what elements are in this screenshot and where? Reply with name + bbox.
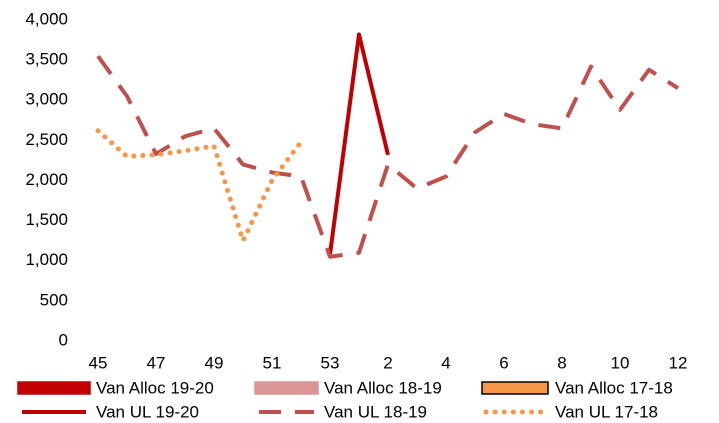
line-series [328, 32, 390, 255]
line-series [96, 54, 680, 259]
x-tick-label: 45 [89, 353, 108, 372]
y-tick-label: 3,500 [25, 50, 68, 69]
x-tick-label: 6 [499, 353, 508, 372]
y-tick-label: 1,000 [25, 250, 68, 269]
x-tick-label: 8 [557, 353, 566, 372]
y-tick-label: 0 [59, 330, 68, 349]
y-tick-label: 3,000 [25, 90, 68, 109]
x-tick-label: 4 [441, 353, 450, 372]
legend-label: Van UL 19-20 [96, 402, 199, 421]
x-tick-label: 53 [321, 353, 340, 372]
legend-label: Van Alloc 17-18 [555, 378, 673, 397]
x-tick-label: 49 [205, 353, 224, 372]
legend-label: Van Alloc 18-19 [324, 378, 442, 397]
x-tick-label: 47 [147, 353, 166, 372]
y-tick-label: 1,500 [25, 210, 68, 229]
line-series [95, 128, 304, 244]
y-tick-label: 500 [40, 290, 68, 309]
y-tick-label: 4,000 [25, 9, 68, 28]
x-tick-label: 12 [669, 353, 688, 372]
legend-swatch [481, 381, 549, 395]
legend-swatch [17, 381, 91, 395]
y-tick-label: 2,500 [25, 130, 68, 149]
y-tick-label: 2,000 [25, 170, 68, 189]
x-tick-label: 10 [611, 353, 630, 372]
legend-label: Van Alloc 19-20 [96, 378, 214, 397]
x-tick-label: 2 [383, 353, 392, 372]
legend-label: Van UL 17-18 [555, 402, 658, 421]
legend-swatch [254, 381, 319, 395]
x-tick-label: 51 [263, 353, 282, 372]
legend-label: Van UL 18-19 [324, 402, 427, 421]
